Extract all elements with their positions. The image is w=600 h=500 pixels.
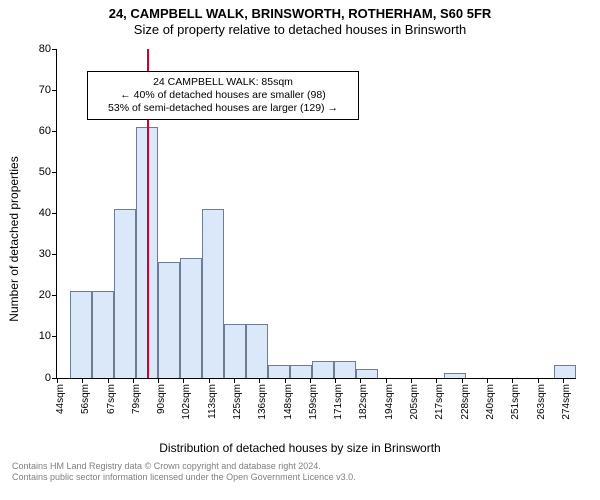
bar	[114, 209, 136, 378]
annotation-line1: 24 CAMPBELL WALK: 85sqm	[96, 76, 350, 89]
y-tick-label: 10	[39, 330, 51, 342]
x-axis-label: Distribution of detached houses by size …	[0, 441, 600, 455]
y-tick-mark	[52, 131, 57, 132]
y-tick-label: 40	[39, 207, 51, 219]
x-tick-label: 217sqm	[434, 348, 445, 384]
x-tick-label: 79sqm	[131, 353, 142, 383]
y-tick-mark	[52, 90, 57, 91]
x-tick-label: 171sqm	[333, 348, 344, 384]
y-tick-label: 80	[39, 43, 51, 55]
x-tick-label: 67sqm	[106, 353, 117, 383]
footer-line1: Contains HM Land Registry data © Crown c…	[12, 461, 588, 473]
footer: Contains HM Land Registry data © Crown c…	[0, 455, 600, 484]
page-subtitle: Size of property relative to detached ho…	[0, 22, 600, 38]
y-tick-label: 0	[45, 372, 51, 384]
x-tick-label: 240sqm	[485, 348, 496, 384]
y-tick-label: 30	[39, 248, 51, 260]
x-tick-label: 182sqm	[358, 348, 369, 384]
y-axis-label: Number of detached properties	[7, 156, 21, 321]
x-tick-label: 44sqm	[55, 353, 66, 383]
x-tick-label: 102sqm	[181, 348, 192, 384]
chart: Number of detached properties 24 CAMPBEL…	[0, 39, 600, 439]
x-tick-label: 125sqm	[232, 348, 243, 384]
x-tick-label: 159sqm	[308, 348, 319, 384]
y-tick-mark	[52, 172, 57, 173]
y-tick-mark	[52, 254, 57, 255]
y-tick-mark	[52, 49, 57, 50]
y-tick-mark	[52, 336, 57, 337]
x-tick-label: 113sqm	[207, 349, 218, 384]
x-tick-label: 56sqm	[80, 353, 91, 383]
annotation-box: 24 CAMPBELL WALK: 85sqm ← 40% of detache…	[87, 71, 359, 120]
x-tick-label: 148sqm	[283, 348, 294, 384]
x-tick-label: 274sqm	[561, 348, 572, 384]
title-block: 24, CAMPBELL WALK, BRINSWORTH, ROTHERHAM…	[0, 0, 600, 39]
x-tick-label: 205sqm	[409, 348, 420, 384]
y-tick-label: 50	[39, 166, 51, 178]
annotation-line2: ← 40% of detached houses are smaller (98…	[96, 89, 350, 102]
x-tick-label: 194sqm	[384, 348, 395, 384]
x-tick-label: 263sqm	[536, 348, 547, 384]
y-tick-mark	[52, 213, 57, 214]
footer-line2: Contains public sector information licen…	[12, 472, 588, 484]
y-tick-label: 60	[39, 125, 51, 137]
y-tick-label: 70	[39, 84, 51, 96]
x-tick-label: 90sqm	[156, 353, 167, 383]
x-tick-label: 136sqm	[257, 348, 268, 384]
x-tick-label: 251sqm	[510, 348, 521, 384]
plot-area: 24 CAMPBELL WALK: 85sqm ← 40% of detache…	[56, 49, 576, 379]
y-tick-label: 20	[39, 289, 51, 301]
x-tick-label: 228sqm	[460, 348, 471, 384]
annotation-line3: 53% of semi-detached houses are larger (…	[96, 102, 350, 115]
y-tick-mark	[52, 295, 57, 296]
page-title: 24, CAMPBELL WALK, BRINSWORTH, ROTHERHAM…	[0, 6, 600, 22]
